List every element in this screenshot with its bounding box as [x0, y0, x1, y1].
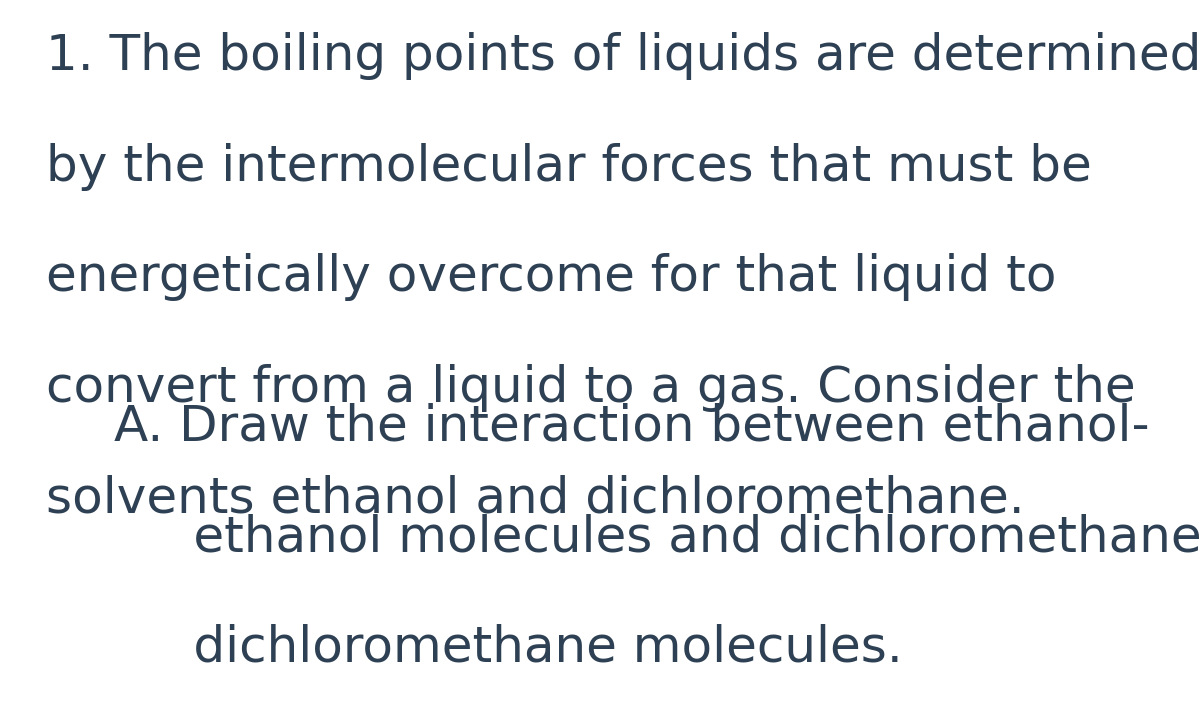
Text: ethanol molecules and dichloromethane-: ethanol molecules and dichloromethane- — [114, 513, 1200, 561]
Text: by the intermolecular forces that must be: by the intermolecular forces that must b… — [46, 143, 1091, 190]
Text: A. Draw the interaction between ethanol-: A. Draw the interaction between ethanol- — [114, 403, 1150, 451]
Text: dichloromethane molecules.: dichloromethane molecules. — [114, 624, 902, 672]
Text: convert from a liquid to a gas. Consider the: convert from a liquid to a gas. Consider… — [46, 364, 1135, 411]
Text: 1. The boiling points of liquids are determined: 1. The boiling points of liquids are det… — [46, 32, 1200, 80]
Text: solvents ethanol and dichloromethane.: solvents ethanol and dichloromethane. — [46, 474, 1025, 522]
Text: energetically overcome for that liquid to: energetically overcome for that liquid t… — [46, 253, 1056, 301]
